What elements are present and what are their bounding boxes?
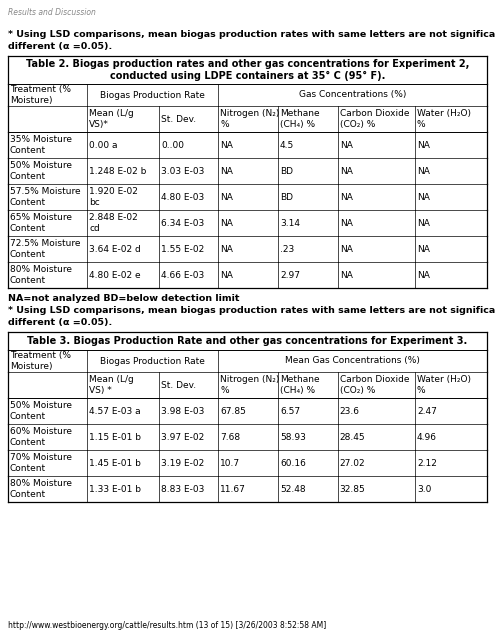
Text: Carbon Dioxide
(CO₂) %: Carbon Dioxide (CO₂) % (340, 375, 409, 395)
Text: 3.19 E-02: 3.19 E-02 (161, 458, 204, 467)
Text: .23: .23 (280, 244, 294, 253)
Text: St. Dev.: St. Dev. (161, 381, 197, 390)
Text: 1.248 E-02 b: 1.248 E-02 b (89, 166, 147, 175)
Text: NA: NA (340, 244, 352, 253)
Text: NA: NA (340, 218, 352, 227)
Text: NA: NA (417, 166, 430, 175)
Text: 80% Moisture
Content: 80% Moisture Content (10, 266, 72, 285)
Text: 3.14: 3.14 (280, 218, 300, 227)
Text: NA: NA (220, 166, 233, 175)
Text: NA: NA (220, 193, 233, 202)
Text: 8.83 E-03: 8.83 E-03 (161, 484, 205, 493)
Text: 10.7: 10.7 (220, 458, 240, 467)
Text: Biogas Production Rate: Biogas Production Rate (100, 356, 205, 365)
Text: 60.16: 60.16 (280, 458, 306, 467)
Text: 1.45 E-01 b: 1.45 E-01 b (89, 458, 141, 467)
Text: Biogas Production Rate: Biogas Production Rate (100, 90, 205, 99)
Text: 32.85: 32.85 (340, 484, 365, 493)
Text: Methane
(CH₄) %: Methane (CH₄) % (280, 109, 319, 129)
Text: NA: NA (340, 193, 352, 202)
Text: NA: NA (220, 244, 233, 253)
Text: BD: BD (280, 166, 293, 175)
Text: 50% Moisture
Content: 50% Moisture Content (10, 401, 72, 420)
Text: Nitrogen (N₂)
%: Nitrogen (N₂) % (220, 375, 280, 395)
Text: 3.97 E-02: 3.97 E-02 (161, 433, 204, 442)
Text: 35% Moisture
Content: 35% Moisture Content (10, 135, 72, 155)
Text: Table 2. Biogas production rates and other gas concentrations for Experiment 2,
: Table 2. Biogas production rates and oth… (26, 59, 469, 81)
Text: NA: NA (220, 271, 233, 280)
Text: 1.15 E-01 b: 1.15 E-01 b (89, 433, 141, 442)
Text: NA: NA (340, 141, 352, 150)
Text: 0.00 a: 0.00 a (89, 141, 118, 150)
Text: NA: NA (220, 218, 233, 227)
Text: 72.5% Moisture
Content: 72.5% Moisture Content (10, 239, 81, 259)
Text: 3.64 E-02 d: 3.64 E-02 d (89, 244, 141, 253)
Text: 4.96: 4.96 (417, 433, 437, 442)
Text: 2.97: 2.97 (280, 271, 300, 280)
Text: different (α =0.05).: different (α =0.05). (8, 318, 112, 327)
Text: Treatment (%
Moisture): Treatment (% Moisture) (10, 351, 71, 371)
Text: http://www.westbioenergy.org/cattle/results.htm (13 of 15) [3/26/2003 8:52:58 AM: http://www.westbioenergy.org/cattle/resu… (8, 621, 326, 630)
Text: 2.47: 2.47 (417, 406, 437, 415)
Text: * Using LSD comparisons, mean biogas production rates with same letters are not : * Using LSD comparisons, mean biogas pro… (8, 306, 495, 315)
Text: Gas Concentrations (%): Gas Concentrations (%) (299, 90, 406, 99)
Text: NA: NA (340, 271, 352, 280)
Text: 28.45: 28.45 (340, 433, 365, 442)
Text: Water (H₂O)
%: Water (H₂O) % (417, 375, 471, 395)
Text: 3.0: 3.0 (417, 484, 431, 493)
Text: Treatment (%
Moisture): Treatment (% Moisture) (10, 85, 71, 105)
Text: 6.57: 6.57 (280, 406, 300, 415)
Text: Table 3. Biogas Production Rate and other gas concentrations for Experiment 3.: Table 3. Biogas Production Rate and othe… (27, 336, 468, 346)
Text: 1.33 E-01 b: 1.33 E-01 b (89, 484, 141, 493)
Text: BD: BD (280, 193, 293, 202)
Text: 80% Moisture
Content: 80% Moisture Content (10, 479, 72, 499)
Text: 3.03 E-03: 3.03 E-03 (161, 166, 205, 175)
Text: NA: NA (417, 193, 430, 202)
Text: NA: NA (417, 141, 430, 150)
Text: 23.6: 23.6 (340, 406, 360, 415)
Text: Results and Discussion: Results and Discussion (8, 8, 96, 17)
Text: 4.80 E-03: 4.80 E-03 (161, 193, 204, 202)
Text: Mean (L/g
VS)*: Mean (L/g VS)* (89, 109, 134, 129)
Text: 27.02: 27.02 (340, 458, 365, 467)
Text: 0..00: 0..00 (161, 141, 185, 150)
Text: Nitrogen (N₂)
%: Nitrogen (N₂) % (220, 109, 280, 129)
Text: 52.48: 52.48 (280, 484, 305, 493)
Text: 4.5: 4.5 (280, 141, 294, 150)
Text: 6.34 E-03: 6.34 E-03 (161, 218, 204, 227)
Text: * Using LSD comparisons, mean biogas production rates with same letters are not : * Using LSD comparisons, mean biogas pro… (8, 30, 495, 39)
Text: NA=not analyzed BD=below detection limit: NA=not analyzed BD=below detection limit (8, 294, 240, 303)
Text: 11.67: 11.67 (220, 484, 246, 493)
Text: NA: NA (220, 141, 233, 150)
Text: 2.12: 2.12 (417, 458, 437, 467)
Text: 65% Moisture
Content: 65% Moisture Content (10, 213, 72, 233)
Text: NA: NA (417, 218, 430, 227)
Text: 58.93: 58.93 (280, 433, 306, 442)
Text: 1.55 E-02: 1.55 E-02 (161, 244, 204, 253)
Text: 3.98 E-03: 3.98 E-03 (161, 406, 205, 415)
Text: Water (H₂O)
%: Water (H₂O) % (417, 109, 471, 129)
Text: 50% Moisture
Content: 50% Moisture Content (10, 161, 72, 180)
Text: 7.68: 7.68 (220, 433, 240, 442)
Text: Mean Gas Concentrations (%): Mean Gas Concentrations (%) (285, 356, 420, 365)
Text: 1.920 E-02
bc: 1.920 E-02 bc (89, 188, 138, 207)
Text: NA: NA (340, 166, 352, 175)
Text: Carbon Dioxide
(CO₂) %: Carbon Dioxide (CO₂) % (340, 109, 409, 129)
Text: 70% Moisture
Content: 70% Moisture Content (10, 453, 72, 473)
Text: St. Dev.: St. Dev. (161, 115, 197, 124)
Text: NA: NA (417, 244, 430, 253)
Text: Methane
(CH₄) %: Methane (CH₄) % (280, 375, 319, 395)
Text: 4.66 E-03: 4.66 E-03 (161, 271, 204, 280)
Text: NA: NA (417, 271, 430, 280)
Text: 4.80 E-02 e: 4.80 E-02 e (89, 271, 141, 280)
Text: Mean (L/g
VS) *: Mean (L/g VS) * (89, 375, 134, 395)
Text: 2.848 E-02
cd: 2.848 E-02 cd (89, 213, 138, 233)
Text: 67.85: 67.85 (220, 406, 246, 415)
Text: 4.57 E-03 a: 4.57 E-03 a (89, 406, 141, 415)
Text: 57.5% Moisture
Content: 57.5% Moisture Content (10, 188, 81, 207)
Text: different (α =0.05).: different (α =0.05). (8, 42, 112, 51)
Text: 60% Moisture
Content: 60% Moisture Content (10, 428, 72, 447)
